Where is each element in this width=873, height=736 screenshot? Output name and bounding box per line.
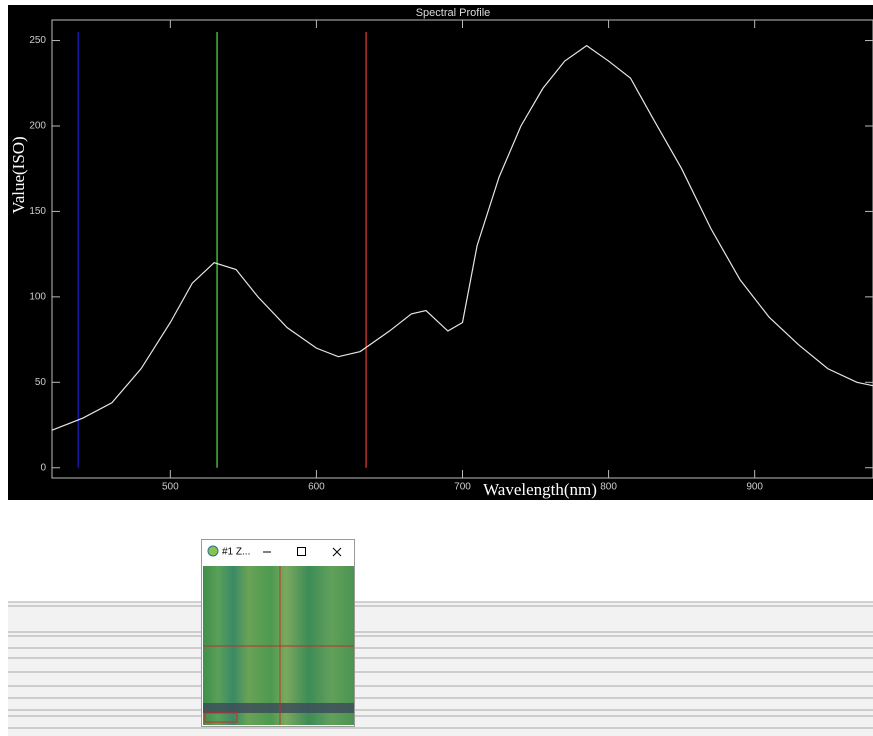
y-tick-label: 0 xyxy=(40,462,46,473)
page: Spectral Profile Wavelength(nm) Value(IS… xyxy=(0,0,873,736)
plot-background xyxy=(8,5,873,500)
window-title: #1 Z... xyxy=(222,547,250,558)
chart-title: Spectral Profile xyxy=(416,7,491,19)
y-axis-label: Value(ISO) xyxy=(9,136,28,213)
zoom-window[interactable]: #1 Z... xyxy=(202,540,355,727)
screen: Spectral Profile Wavelength(nm) Value(IS… xyxy=(0,0,873,736)
y-tick-label: 100 xyxy=(29,292,46,303)
x-tick-label: 500 xyxy=(162,482,179,493)
x-tick-label: 800 xyxy=(600,482,617,493)
x-tick-label: 700 xyxy=(454,482,471,493)
y-tick-label: 50 xyxy=(35,377,47,388)
x-axis-label: Wavelength(nm) xyxy=(483,480,597,499)
window-icon xyxy=(208,546,218,556)
y-tick-label: 250 xyxy=(29,35,46,46)
y-tick-label: 150 xyxy=(29,206,46,217)
x-tick-label: 600 xyxy=(308,482,325,493)
panel-lines xyxy=(8,602,873,736)
y-tick-label: 200 xyxy=(29,121,46,132)
image-band xyxy=(203,703,354,713)
x-tick-label: 900 xyxy=(746,482,763,493)
